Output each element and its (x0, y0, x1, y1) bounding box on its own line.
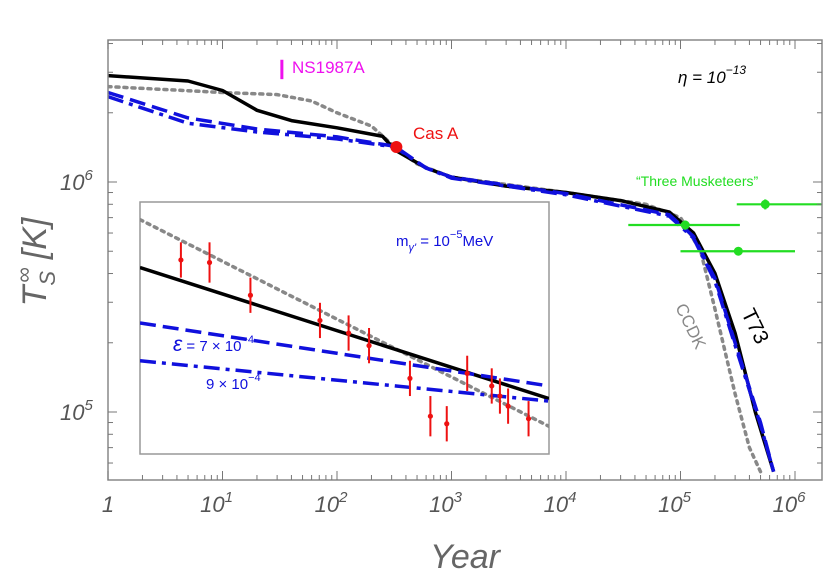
main-curves (108, 73, 776, 474)
x-tick-label-1: 101 (200, 489, 233, 517)
inset-mass-exp: −5 (450, 229, 463, 241)
eta-label-text: η = 10 (678, 68, 726, 87)
x-tick-label-4: 104 (544, 489, 577, 517)
inset-eps2-label: 9 × 10−4 (206, 372, 261, 393)
musketeer-point-0 (760, 199, 770, 209)
musketeer-point-1 (680, 220, 690, 230)
inset-point-6 (407, 375, 413, 381)
main-markers (280, 59, 822, 256)
y-axis-title-sup: ∞ (11, 267, 36, 283)
x-tick-label-base: 10 (544, 492, 569, 517)
y-axis-title: TS∞ [K] (11, 216, 60, 306)
y-tick-label-base: 10 (60, 400, 85, 425)
y-axis-title-base: T (16, 283, 54, 306)
inset-mass-unit: MeV (462, 233, 493, 250)
x-tick-label-base: 10 (773, 492, 798, 517)
inset-point-13 (525, 416, 532, 422)
eta-label-exp: −13 (726, 63, 747, 77)
inset-point-10 (489, 383, 495, 389)
inset-eps1-symbol: ε (173, 333, 183, 356)
ns1987a-label: NS1987A (292, 58, 365, 77)
inset-mass-prefix: m (396, 233, 409, 250)
x-tick-label-6: 106 (773, 489, 806, 517)
inset-point-11 (497, 393, 503, 399)
x-tick-label-exp: 1 (225, 489, 233, 506)
cas-a-label: Cas A (413, 124, 459, 143)
inset-point-8 (444, 421, 450, 427)
x-tick-label-base: 10 (658, 492, 683, 517)
cas-a-point (390, 140, 403, 153)
axis-ticks (107, 40, 822, 480)
y-axis-title-sub: S (35, 271, 60, 286)
inset-point-12 (505, 403, 511, 409)
x-tick-label-0: 1 (102, 492, 114, 517)
inset-eps1-text: = 7 × 10 (182, 338, 241, 355)
x-tick-label-exp: 2 (338, 489, 348, 506)
inset-point-2 (247, 292, 254, 298)
musketeer-point-2 (733, 246, 743, 256)
x-tick-label-5: 105 (658, 489, 691, 517)
y-tick-label-1: 106 (60, 167, 93, 195)
inset-point-3 (317, 317, 323, 324)
y-tick-label-0: 105 (60, 397, 93, 425)
x-tick-label-base: 10 (429, 492, 454, 517)
x-tick-label-base: 1 (102, 492, 114, 517)
inset-point-7 (427, 413, 433, 419)
x-axis-title: Year (430, 538, 502, 576)
y-axis-title-unit: [K] (16, 216, 54, 260)
inset-mass-label: mγ' = 10−5MeV (396, 229, 493, 254)
x-tick-label-exp: 6 (797, 489, 806, 506)
inset-frame (139, 201, 550, 455)
x-tick-label-exp: 3 (454, 489, 463, 506)
plot-frame (107, 39, 823, 481)
inset-eps1-exp: −4 (241, 334, 254, 346)
ccdk-label: CCDK (671, 300, 709, 352)
inset-point-0 (178, 257, 184, 263)
inset-point-4 (345, 330, 352, 336)
x-tick-label-2: 102 (315, 489, 348, 517)
inset-line-3 (140, 359, 549, 403)
inset-line-0 (140, 217, 549, 429)
y-tick-label-exp: 6 (84, 167, 93, 184)
inset-point-5 (366, 343, 372, 349)
x-tick-label-exp: 4 (568, 489, 576, 506)
x-tick-label-base: 10 (315, 492, 340, 517)
y-tick-label-exp: 5 (84, 397, 93, 414)
x-tick-label-3: 103 (429, 489, 462, 517)
y-tick-label-base: 10 (60, 170, 85, 195)
series-line-eps-9e-4 (108, 95, 776, 473)
x-tick-label-exp: 5 (683, 489, 692, 506)
x-tick-label-base: 10 (200, 492, 225, 517)
three-musketeers-label: “Three Musketeers” (636, 173, 758, 189)
inset-point-9 (464, 370, 470, 376)
inset-mass-sub: γ' (409, 242, 418, 254)
inset-curves (140, 217, 549, 429)
series-line-ccdk (108, 84, 763, 474)
inset-point-1 (206, 259, 213, 266)
inset-eps2-exp: −4 (248, 372, 261, 384)
eta-label: η = 10−13 (678, 63, 746, 87)
inset-mass-mid: = 10 (416, 233, 450, 250)
inset-eps1-label: ε = 7 × 10−4 (173, 333, 254, 356)
inset-eps2-text: 9 × 10 (206, 376, 248, 393)
inset-data-points (178, 242, 532, 442)
t73-label: T73 (737, 305, 774, 348)
